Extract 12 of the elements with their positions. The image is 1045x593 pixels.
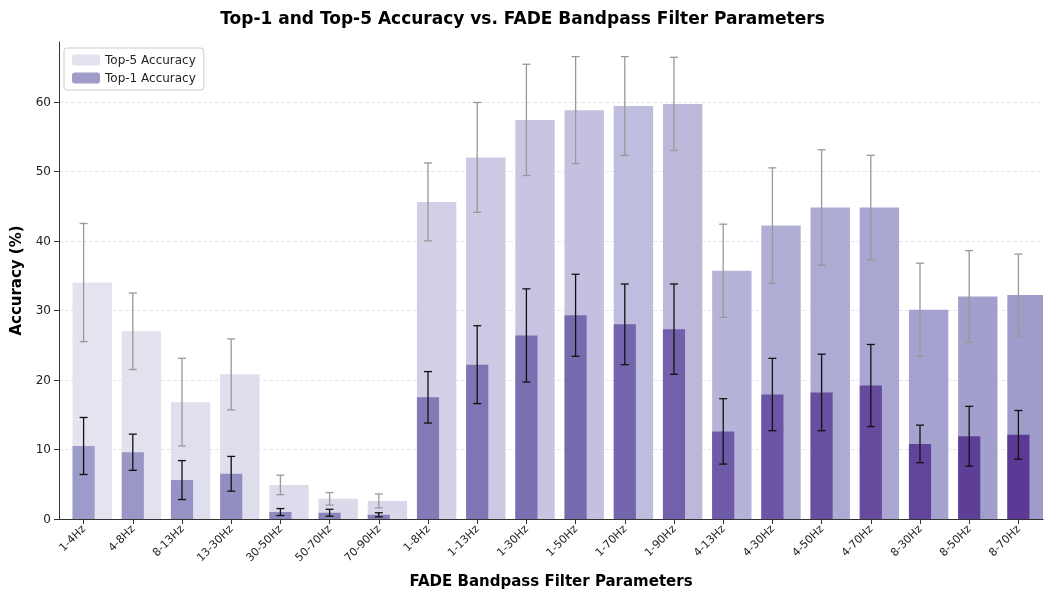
y-tick-label: 10 (35, 442, 51, 457)
y-axis-title: Accuracy (%) (6, 225, 25, 336)
y-tick-label: 0 (43, 512, 51, 526)
y-tick-label: 50 (35, 164, 51, 179)
x-axis-title: FADE Bandpass Filter Parameters (409, 571, 693, 590)
y-tick-label: 60 (35, 94, 51, 109)
legend-label: Top-5 Accuracy (104, 53, 196, 67)
y-tick-label: 30 (35, 303, 51, 318)
chart-title: Top-1 and Top-5 Accuracy vs. FADE Bandpass Filter Parameters (220, 7, 825, 28)
y-tick-label: 40 (35, 233, 51, 248)
legend-label: Top-1 Accuracy (104, 71, 196, 85)
y-tick-label: 20 (35, 372, 51, 387)
